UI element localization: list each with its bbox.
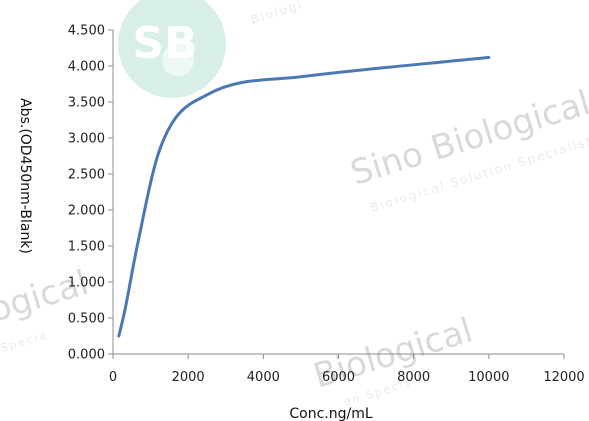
- y-tick-label: 4.500: [68, 24, 105, 39]
- watermark-fragment-top: Biologi: [249, 0, 305, 27]
- y-tick-label: 2.000: [68, 204, 105, 219]
- y-tick-label: 0.500: [68, 312, 105, 327]
- x-tick-label: 8000: [397, 370, 430, 385]
- y-tick-label: 1.500: [68, 240, 105, 255]
- series-layer: [117, 55, 491, 338]
- x-axis-title: Conc.ng/mL: [289, 406, 372, 421]
- x-ticks: 0 2000 4000 6000 8000 10000 12000: [109, 354, 585, 385]
- x-tick-label: 0: [109, 370, 117, 385]
- watermark-logo: SB: [118, 0, 226, 98]
- x-tick-label: 10000: [468, 370, 509, 385]
- y-tick-label: 3.500: [68, 96, 105, 111]
- watermark-logo-text: SB: [132, 18, 197, 69]
- y-tick-label: 4.000: [68, 60, 105, 75]
- x-tick-label: 6000: [322, 370, 355, 385]
- x-tick-label: 12000: [543, 370, 584, 385]
- y-axis-title: Abs.(OD450nm-Blank): [17, 98, 33, 254]
- y-tick-label: 1.000: [68, 276, 105, 291]
- y-tick-label: 2.500: [68, 168, 105, 183]
- y-ticks: 0.000 0.500 1.000 1.500 2.000 2.500 3.000 3.500…: [68, 24, 113, 363]
- x-tick-label: 4000: [247, 370, 280, 385]
- series-line: [117, 55, 491, 338]
- y-tick-label: 3.000: [68, 132, 105, 147]
- x-tick-label: 2000: [172, 370, 205, 385]
- watermark-fragment-left-small: Specia: [0, 328, 49, 355]
- y-tick-label: 0.000: [68, 348, 105, 363]
